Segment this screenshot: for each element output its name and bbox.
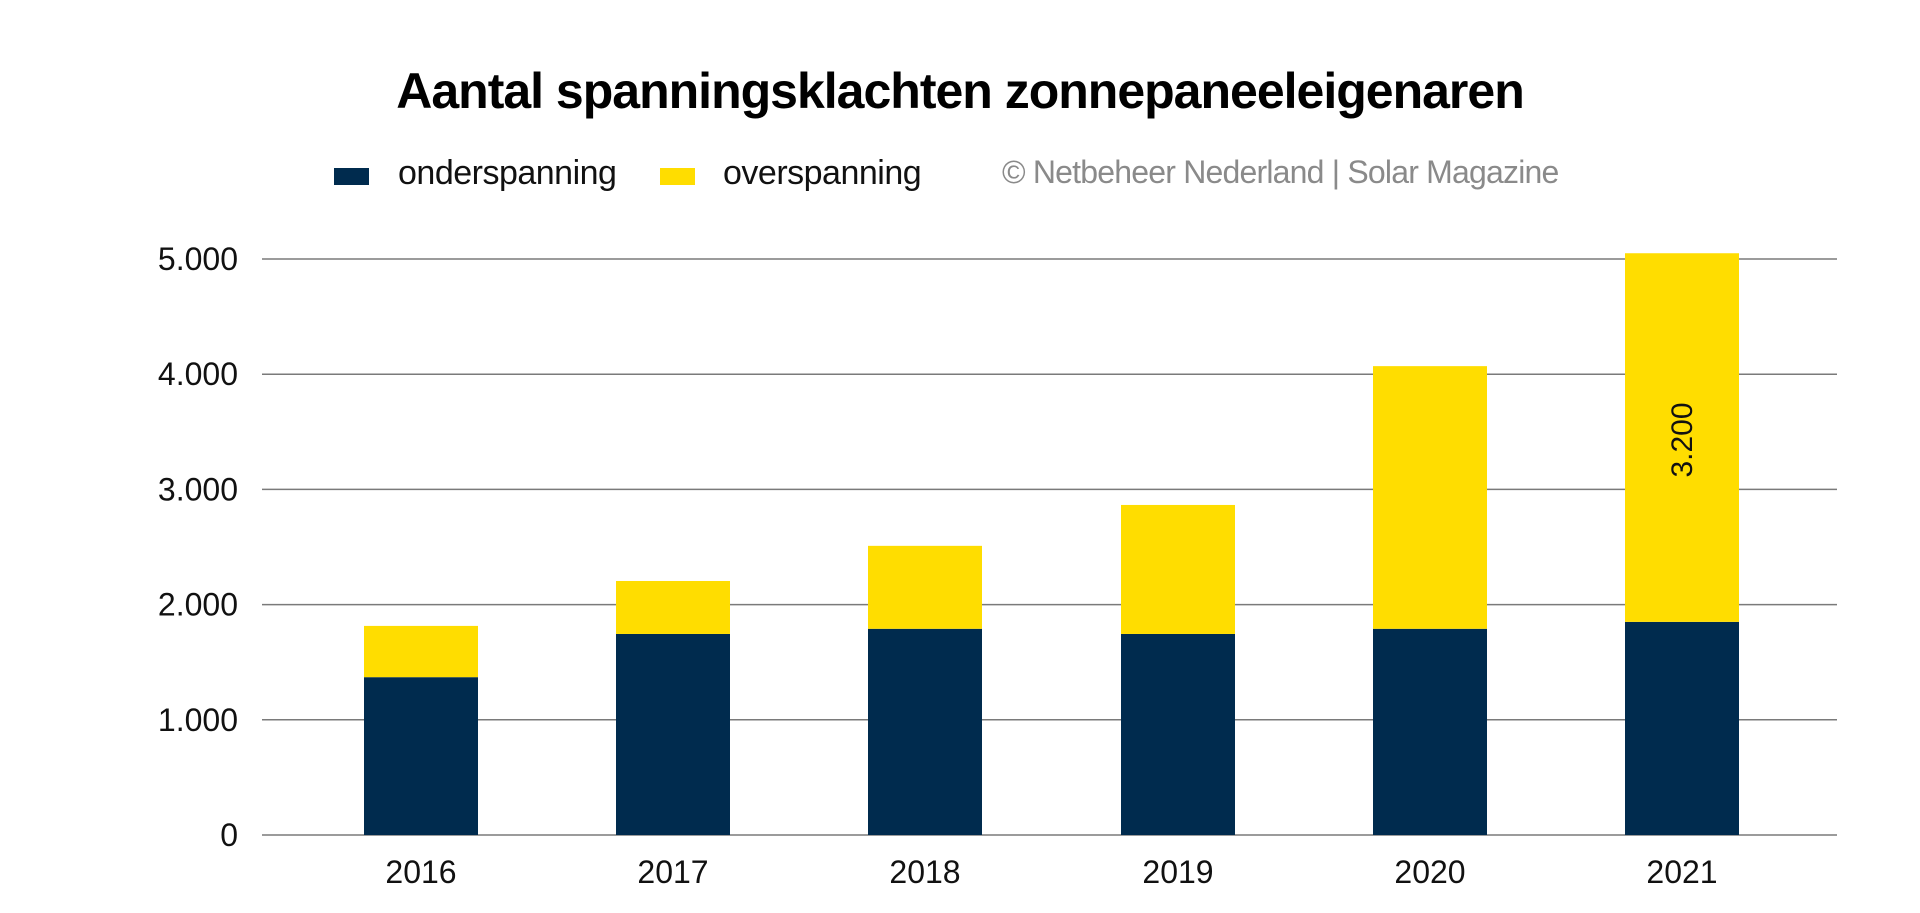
bar-onderspanning-2021 [1625,621,1739,835]
x-tick-label: 2019 [1142,854,1213,890]
bar-overspanning-2018 [868,545,982,629]
legend-swatch-overspanning [660,168,695,185]
bar-overspanning-2021 [1625,253,1739,622]
y-axis-ticks: 0 1.000 2.000 3.000 4.000 5.000 [158,241,238,853]
chart-title: Aantal spanningsklachten zonnepaneeleige… [396,63,1525,119]
y-tick-label: 3.000 [158,471,238,507]
data-label: 3.200 [1666,402,1699,477]
x-tick-label: 2020 [1394,854,1465,890]
y-tick-label: 1.000 [158,702,238,738]
bar-onderspanning-2019 [1121,633,1235,835]
source-credit: © Netbeheer Nederland | Solar Magazine [1002,154,1559,190]
bar-overspanning-2016 [364,625,478,678]
y-tick-label: 2.000 [158,587,238,623]
bar-overspanning-2020 [1373,366,1487,629]
bar-overspanning-2017 [616,580,730,634]
legend-label-onderspanning: onderspanning [398,154,617,192]
x-tick-label: 2018 [889,854,960,890]
legend-label-overspanning: overspanning [723,154,922,192]
x-tick-label: 2017 [637,854,708,890]
x-tick-label: 2021 [1646,854,1717,890]
x-tick-label: 2016 [385,854,456,890]
gridlines [262,258,1837,836]
y-tick-label: 4.000 [158,356,238,392]
bar-onderspanning-2016 [364,677,478,835]
data-labels: 3.200 [1666,402,1699,477]
bar-onderspanning-2018 [868,628,982,835]
legend-swatch-onderspanning [334,168,369,185]
bar-onderspanning-2017 [616,633,730,835]
bar-overspanning-2019 [1121,504,1235,634]
bars [364,253,1739,835]
bar-onderspanning-2020 [1373,628,1487,835]
y-tick-label: 0 [220,817,238,853]
x-axis-labels: 2016 2017 2018 2019 2020 2021 [385,854,1717,890]
y-tick-label: 5.000 [158,241,238,277]
